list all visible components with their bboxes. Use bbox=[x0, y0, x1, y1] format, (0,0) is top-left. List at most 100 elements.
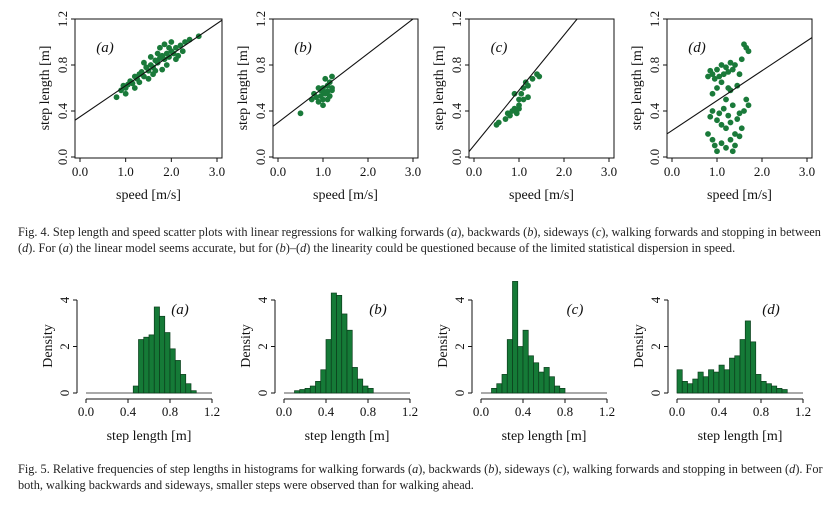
scatter-panel-b: 0.0 1.0 2.0 3.0 0.0 0.4 0.8 1.2 speed [m/s] step … bbox=[236, 11, 421, 203]
data-point bbox=[516, 96, 522, 103]
data-point bbox=[705, 73, 711, 80]
x-axis-label: step length [m] bbox=[305, 429, 390, 444]
histogram-bar bbox=[713, 371, 720, 394]
x-tick-label: 0.0 bbox=[664, 164, 680, 179]
x-tick-label: 0.8 bbox=[360, 404, 376, 419]
data-point bbox=[727, 136, 734, 143]
histogram-bar bbox=[506, 339, 513, 394]
data-point bbox=[322, 75, 329, 82]
histogram-bar bbox=[309, 385, 316, 394]
data-point bbox=[729, 102, 736, 109]
data-point bbox=[723, 144, 729, 151]
histogram-bar bbox=[781, 389, 788, 394]
histogram-bar bbox=[325, 339, 332, 394]
y-tick-label: 1.2 bbox=[647, 11, 662, 27]
data-point bbox=[736, 71, 743, 78]
histogram-bar bbox=[138, 339, 145, 394]
x-tick-label: 0.0 bbox=[669, 404, 685, 419]
panel-label: (d) bbox=[688, 40, 706, 56]
data-point bbox=[741, 108, 747, 114]
data-point bbox=[166, 44, 172, 51]
data-point bbox=[745, 48, 752, 55]
histogram-bar bbox=[702, 376, 709, 394]
data-point bbox=[179, 48, 186, 55]
histogram-bar bbox=[533, 362, 540, 394]
data-point bbox=[732, 62, 738, 68]
x-tick-label: 1.2 bbox=[402, 404, 418, 419]
data-point bbox=[507, 112, 513, 119]
x-tick-label: 0.8 bbox=[162, 404, 178, 419]
histogram-bar bbox=[734, 355, 741, 394]
data-point bbox=[297, 110, 304, 117]
histogram-bar bbox=[776, 388, 783, 394]
x-tick-label: 0.0 bbox=[466, 164, 482, 179]
data-point bbox=[727, 119, 734, 126]
x-tick-label: 1.0 bbox=[315, 164, 331, 179]
histogram-bar bbox=[315, 381, 322, 394]
x-tick-label: 1.2 bbox=[204, 404, 220, 419]
y-axis-label: step length [m] bbox=[38, 46, 53, 131]
histogram-bar bbox=[501, 374, 508, 394]
data-point bbox=[175, 52, 182, 59]
panel-label: (b) bbox=[369, 302, 387, 318]
scatter-panel-a: 0.0 1.0 2.0 3.0 0.0 0.4 0.8 1.2 speed [m/s] step … bbox=[38, 11, 225, 203]
x-axis-label: speed [m/s] bbox=[509, 188, 574, 203]
data-point bbox=[113, 94, 120, 101]
y-axis-label: step length [m] bbox=[432, 46, 447, 131]
data-point bbox=[317, 93, 324, 99]
data-point bbox=[723, 96, 729, 103]
data-point bbox=[720, 71, 727, 78]
data-point bbox=[736, 133, 743, 140]
histogram-bar bbox=[681, 381, 688, 394]
data-point bbox=[709, 136, 716, 143]
data-point bbox=[725, 112, 732, 119]
data-point bbox=[743, 96, 750, 103]
histogram-bar bbox=[304, 388, 311, 394]
y-tick-label: 2 bbox=[255, 343, 270, 350]
y-tick-label: 4 bbox=[57, 296, 72, 303]
x-tick-label: 0.0 bbox=[473, 404, 489, 419]
panel-label: (c) bbox=[567, 302, 584, 318]
x-tick-label: 1.0 bbox=[709, 164, 725, 179]
histogram-bar bbox=[676, 369, 683, 394]
histogram-bar bbox=[336, 295, 343, 394]
panel-label: (d) bbox=[762, 302, 780, 318]
data-point bbox=[525, 94, 531, 101]
y-tick-label: 1.2 bbox=[449, 11, 464, 27]
histogram-bar bbox=[330, 292, 337, 394]
data-point bbox=[520, 96, 527, 103]
y-tick-label: 1.2 bbox=[55, 11, 70, 27]
histogram-bar bbox=[771, 385, 778, 394]
x-tick-label: 3.0 bbox=[601, 164, 617, 179]
y-tick-label: 0.4 bbox=[449, 102, 464, 119]
histogram-bar bbox=[185, 383, 192, 394]
histogram-bar bbox=[729, 357, 736, 394]
histogram-bar bbox=[148, 334, 155, 394]
data-point bbox=[736, 110, 743, 117]
data-point bbox=[173, 44, 179, 51]
data-point bbox=[168, 39, 175, 45]
histogram-bar bbox=[351, 367, 358, 394]
data-point bbox=[718, 121, 725, 128]
data-point bbox=[727, 59, 734, 66]
data-point bbox=[131, 85, 138, 91]
y-tick-label: 0 bbox=[255, 390, 270, 397]
x-tick-label: 0.4 bbox=[318, 404, 335, 419]
histogram-panel-a: 0.0 0.4 0.8 1.2 0 2 4 step length [m] Density (a) bbox=[41, 296, 220, 444]
data-point bbox=[161, 41, 168, 48]
plot-frame bbox=[468, 18, 615, 159]
y-tick-label: 0.0 bbox=[253, 149, 268, 165]
histogram-bar bbox=[692, 378, 699, 394]
x-tick-label: 0.4 bbox=[711, 404, 728, 419]
data-point bbox=[516, 105, 522, 112]
x-tick-label: 2.0 bbox=[163, 164, 179, 179]
histogram-bar bbox=[723, 369, 730, 394]
figure-4-caption: Fig. 4. Step length and speed scatter pl… bbox=[18, 225, 821, 255]
histogram-bar bbox=[169, 348, 176, 394]
y-tick-label: 4 bbox=[648, 296, 663, 303]
data-point bbox=[513, 110, 520, 117]
data-point bbox=[714, 85, 720, 91]
y-tick-label: 0.8 bbox=[449, 57, 464, 73]
data-point bbox=[147, 54, 154, 60]
data-point bbox=[157, 44, 163, 51]
